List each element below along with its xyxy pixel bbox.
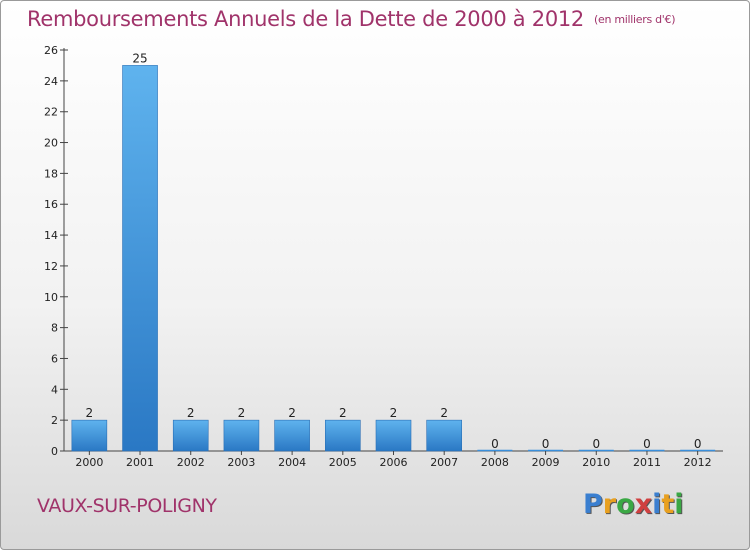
bar-value-label: 2 (187, 406, 195, 420)
x-tick-label: 2005 (329, 456, 357, 469)
y-tick-label: 22 (44, 106, 58, 119)
x-tick-label: 2006 (380, 456, 408, 469)
x-tick-label: 2011 (633, 456, 661, 469)
bar (172, 419, 209, 452)
logo-letter: i (674, 489, 684, 520)
bar (223, 419, 260, 452)
bar-value-label: 2 (440, 406, 448, 420)
x-tick-label: 2001 (126, 456, 154, 469)
bar-value-label: 2 (86, 406, 94, 420)
bar-value-label: 2 (390, 406, 398, 420)
bar (426, 419, 462, 452)
bar (122, 65, 158, 452)
bar-value-label: 25 (132, 51, 147, 65)
chart-title: Remboursements Annuels de la Dette de 20… (27, 7, 675, 31)
y-tick-label: 0 (51, 445, 58, 458)
bar-value-label: 0 (592, 437, 600, 451)
bar-value-label: 2 (288, 406, 296, 420)
y-tick-label: 6 (51, 352, 58, 365)
y-tick-label: 10 (44, 291, 58, 304)
x-tick-label: 2004 (278, 456, 306, 469)
y-tick-label: 4 (51, 383, 58, 396)
bar-value-label: 0 (694, 437, 702, 451)
x-tick-label: 2003 (227, 456, 255, 469)
chart-title-text: Remboursements Annuels de la Dette de 20… (27, 7, 584, 31)
logo-letter: t (661, 489, 675, 520)
x-tick-label: 2012 (684, 456, 712, 469)
logo-letter: P (583, 489, 603, 520)
logo-letter: o (616, 489, 635, 520)
y-tick-label: 12 (44, 260, 58, 273)
y-tick-label: 14 (44, 229, 58, 242)
bar (274, 419, 310, 452)
commune-name: VAUX-SUR-POLIGNY (37, 495, 217, 517)
y-tick-label: 16 (44, 198, 58, 211)
bar (71, 419, 108, 452)
y-tick-label: 2 (51, 414, 58, 427)
chart-subtitle: (en milliers d'€) (594, 13, 676, 26)
y-tick-label: 20 (44, 137, 58, 150)
y-tick-label: 26 (44, 44, 58, 57)
logo-letter: r (602, 489, 617, 520)
bar (325, 419, 361, 452)
x-tick-label: 2008 (481, 456, 509, 469)
y-tick-label: 18 (44, 167, 58, 180)
logo-letter: x (634, 489, 653, 520)
bar-value-label: 0 (491, 437, 499, 451)
y-tick-label: 24 (44, 75, 58, 88)
bar-value-label: 2 (238, 406, 246, 420)
logo-letter: i (652, 489, 662, 520)
x-tick-label: 2010 (582, 456, 610, 469)
bar-value-label: 0 (542, 437, 550, 451)
x-tick-label: 2009 (532, 456, 560, 469)
proxiti-logo: Proxiti (583, 489, 684, 520)
bar-value-label: 0 (643, 437, 651, 451)
x-tick-label: 2002 (177, 456, 205, 469)
x-tick-label: 2007 (430, 456, 458, 469)
x-tick-label: 2000 (75, 456, 103, 469)
bar (375, 419, 412, 452)
bar-value-label: 2 (339, 406, 347, 420)
y-tick-label: 8 (51, 322, 58, 335)
